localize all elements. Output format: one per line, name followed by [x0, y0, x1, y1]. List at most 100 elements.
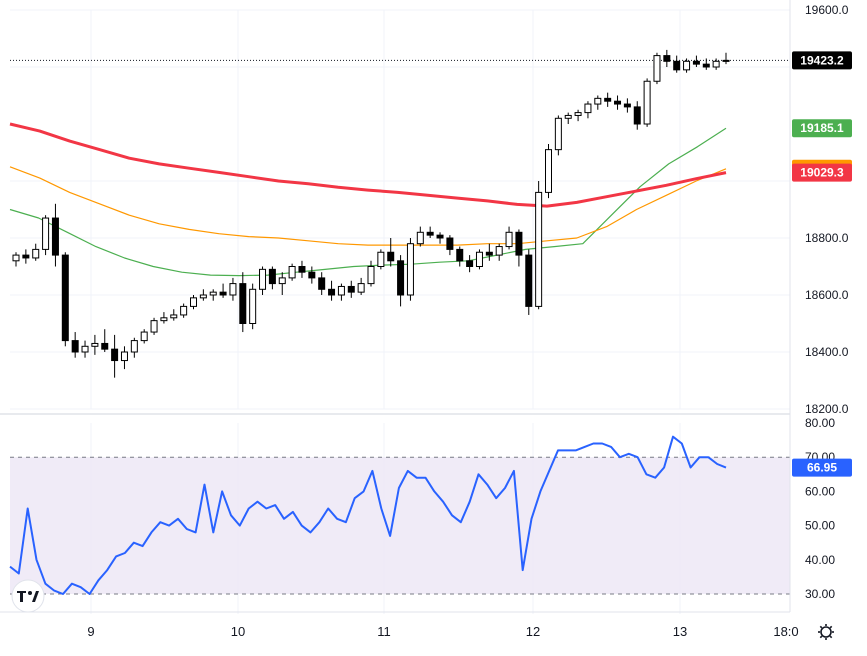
x-tick-label: 9	[87, 624, 94, 639]
candle	[160, 312, 168, 324]
candle	[673, 55, 681, 73]
candle	[111, 334, 119, 378]
gear-icon[interactable]	[818, 624, 834, 640]
candle	[712, 58, 720, 70]
candle-body-up	[91, 342, 99, 347]
candle	[71, 332, 79, 358]
candle-body-up	[288, 266, 296, 279]
candle-body-down	[239, 283, 247, 325]
candle-body-up	[712, 60, 720, 68]
candle	[377, 249, 385, 270]
candle	[475, 249, 483, 270]
moving-average-badge: 19185.1	[792, 119, 852, 138]
candle	[702, 58, 710, 70]
candle-body-up	[209, 291, 217, 296]
candle-body-down	[446, 237, 454, 250]
candle-body-down	[268, 268, 276, 285]
candle	[643, 78, 651, 127]
price-tick-label: 18400.0	[805, 345, 849, 359]
candle-body-down	[387, 251, 395, 262]
candle	[416, 226, 424, 247]
candle	[239, 272, 247, 333]
candles	[12, 49, 730, 378]
candle	[268, 266, 276, 290]
candle-body-down	[702, 63, 710, 68]
candle-body-up	[170, 314, 178, 319]
candle-body-down	[614, 100, 622, 105]
candle	[130, 337, 138, 358]
candle-body-up	[150, 320, 158, 333]
candle	[406, 238, 414, 301]
candle-body-up	[81, 345, 89, 353]
rsi-panel	[9, 435, 727, 595]
candle-body-down	[485, 251, 493, 256]
candle	[722, 52, 730, 65]
candle-body-down	[604, 97, 612, 102]
candle-body-up	[475, 251, 483, 267]
tradingview-logo[interactable]	[11, 579, 45, 613]
candle-body-down	[298, 266, 306, 273]
candle	[584, 101, 592, 119]
candle	[623, 98, 631, 113]
candle-body-down	[101, 342, 109, 350]
candle-body-up	[594, 97, 602, 105]
candle-body-up	[249, 288, 257, 324]
candle	[604, 92, 612, 107]
candle-body-down	[111, 348, 119, 362]
candle	[190, 295, 197, 310]
candle	[51, 203, 59, 267]
candle	[219, 283, 227, 298]
candle	[456, 246, 464, 267]
candle-body-up	[406, 243, 414, 296]
candle-body-up	[416, 231, 424, 245]
candle	[525, 249, 533, 315]
candle-body-up	[564, 114, 572, 119]
candle	[426, 226, 434, 238]
price-tick-label: 19600.0	[805, 3, 849, 17]
candle	[337, 283, 345, 301]
candle	[564, 112, 572, 124]
price-tick-label: 18600.0	[805, 288, 849, 302]
candle	[259, 266, 267, 295]
candle	[387, 238, 395, 267]
rsi-line	[9, 435, 727, 595]
candle-body-up	[337, 285, 345, 296]
rsi-badge-label: 66.95	[807, 461, 837, 475]
price-tick-label: 18800.0	[805, 231, 849, 245]
candle	[229, 277, 237, 301]
candle-body-down	[71, 340, 79, 353]
candle	[436, 232, 444, 244]
candle	[209, 289, 217, 301]
last-price-badge-bg	[792, 51, 852, 70]
candle	[61, 252, 69, 347]
candle-body-up	[722, 59, 730, 62]
moving-average-badge-bg	[792, 119, 852, 138]
candle-body-up	[190, 297, 197, 307]
moving-average-badge-label: 19029.3	[800, 166, 844, 180]
candle-body-down	[623, 103, 631, 108]
candle	[347, 280, 355, 298]
candle-body-down	[515, 231, 523, 256]
rsi-badge-bg	[792, 458, 852, 477]
candle-body-up	[377, 251, 385, 267]
candle	[101, 329, 109, 352]
rsi-tick-label: 60.00	[805, 484, 835, 498]
x-tick-label: 11	[377, 624, 391, 639]
candle	[535, 181, 543, 310]
candle	[32, 243, 40, 261]
candle-body-down	[525, 254, 533, 307]
candle-body-up	[505, 231, 513, 248]
candle-body-down	[61, 254, 69, 342]
candle	[140, 329, 148, 344]
candle	[22, 249, 30, 264]
rsi-tick-label: 80.00	[805, 416, 835, 430]
moving-average-badge-label: 19185.1	[800, 121, 844, 135]
candle	[42, 215, 50, 256]
candle	[594, 95, 602, 110]
moving-average-line	[9, 127, 727, 277]
candle-body-up	[140, 331, 148, 342]
candle	[357, 277, 365, 295]
candle	[495, 243, 503, 261]
candle-body-up	[535, 191, 543, 307]
